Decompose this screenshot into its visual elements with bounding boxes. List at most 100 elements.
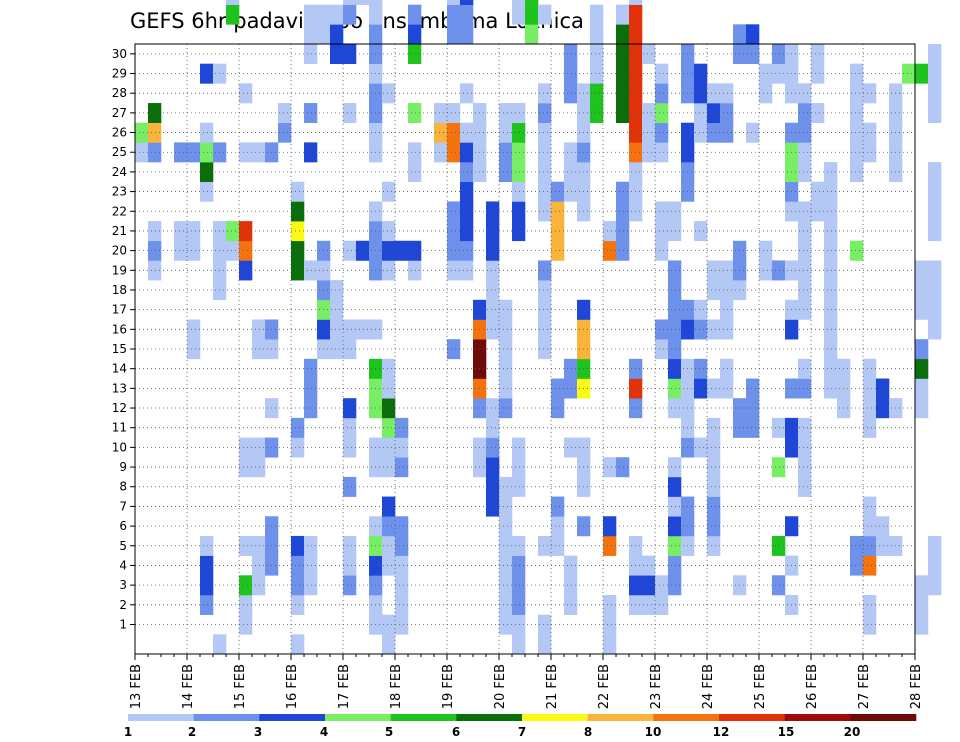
heatmap-cell bbox=[148, 260, 162, 281]
x-tick-label: 20 FEB bbox=[493, 664, 508, 709]
y-tick-label: 21 bbox=[112, 224, 127, 238]
heatmap-cell bbox=[694, 63, 708, 84]
heatmap-cell bbox=[512, 0, 526, 5]
heatmap-cell bbox=[798, 417, 812, 438]
heatmap-cell bbox=[525, 24, 539, 45]
heatmap-cell bbox=[239, 221, 253, 242]
heatmap-cell bbox=[408, 240, 422, 261]
x-tick-label: 24 FEB bbox=[701, 664, 716, 709]
heatmap-cell bbox=[395, 437, 409, 458]
heatmap-cell bbox=[616, 4, 630, 25]
heatmap-cell bbox=[720, 378, 734, 399]
heatmap-cell bbox=[382, 221, 396, 242]
heatmap-cell bbox=[239, 575, 253, 596]
heatmap-cell bbox=[720, 103, 734, 124]
heatmap-cell bbox=[200, 122, 214, 143]
heatmap-cell bbox=[668, 378, 682, 399]
heatmap-cell bbox=[863, 535, 877, 556]
heatmap-cell bbox=[460, 142, 474, 163]
y-tick-label: 1 bbox=[119, 617, 127, 631]
heatmap-cell bbox=[174, 240, 188, 261]
y-tick-label: 13 bbox=[112, 381, 127, 395]
heatmap-cell bbox=[798, 162, 812, 183]
heatmap-cell bbox=[174, 142, 188, 163]
heatmap-cell bbox=[811, 103, 825, 124]
colorbar-swatch bbox=[587, 714, 654, 721]
heatmap-cell bbox=[408, 44, 422, 64]
heatmap-cell bbox=[512, 4, 526, 25]
heatmap-cell bbox=[512, 614, 526, 635]
heatmap-cell bbox=[278, 122, 292, 143]
heatmap-cell bbox=[642, 103, 656, 124]
heatmap-cell bbox=[382, 398, 396, 419]
heatmap-cell bbox=[915, 614, 929, 635]
heatmap-cell bbox=[148, 240, 162, 261]
heatmap-cell bbox=[668, 299, 682, 320]
heatmap-cell bbox=[902, 63, 916, 84]
heatmap-cell bbox=[642, 142, 656, 163]
y-tick-label: 14 bbox=[112, 362, 127, 376]
heatmap-cell bbox=[824, 299, 838, 320]
heatmap-cell bbox=[187, 221, 201, 242]
heatmap-cell bbox=[499, 162, 513, 183]
heatmap-cell bbox=[538, 4, 552, 25]
heatmap-cell bbox=[694, 83, 708, 104]
heatmap-cell bbox=[512, 142, 526, 163]
heatmap-cell bbox=[564, 181, 578, 202]
y-tick-label: 26 bbox=[112, 126, 127, 140]
heatmap-cell bbox=[304, 535, 318, 556]
heatmap-cell bbox=[486, 398, 500, 419]
heatmap-cell bbox=[603, 240, 617, 261]
heatmap-cell bbox=[694, 122, 708, 143]
heatmap-cell bbox=[694, 378, 708, 399]
heatmap-cell bbox=[343, 103, 357, 124]
heatmap-cell bbox=[694, 319, 708, 340]
heatmap-cell bbox=[915, 299, 929, 320]
y-tick-label: 11 bbox=[112, 421, 127, 435]
x-tick-label: 27 FEB bbox=[857, 664, 872, 709]
heatmap-cell bbox=[486, 221, 500, 242]
heatmap-cell bbox=[707, 516, 721, 537]
heatmap-cell bbox=[850, 83, 864, 104]
heatmap-cell bbox=[655, 319, 669, 340]
heatmap-cell bbox=[564, 83, 578, 104]
heatmap-cell bbox=[850, 555, 864, 576]
heatmap-cell bbox=[304, 24, 318, 45]
heatmap-cell bbox=[382, 634, 396, 655]
heatmap-cell bbox=[213, 634, 227, 655]
heatmap-cell bbox=[382, 555, 396, 576]
heatmap-cell bbox=[538, 535, 552, 556]
heatmap-cell bbox=[512, 476, 526, 497]
heatmap-cell bbox=[863, 378, 877, 399]
heatmap-cell bbox=[603, 457, 617, 478]
y-tick-label: 17 bbox=[112, 303, 127, 317]
colorbar-swatch bbox=[193, 714, 260, 721]
x-tick-label: 21 FEB bbox=[545, 664, 560, 709]
heatmap-cell bbox=[499, 516, 513, 537]
colorbar-label: 1 bbox=[124, 725, 132, 739]
heatmap-cell bbox=[746, 24, 760, 45]
heatmap-cell bbox=[460, 0, 474, 5]
heatmap-cell bbox=[720, 122, 734, 143]
heatmap-cell bbox=[824, 162, 838, 183]
heatmap-cell bbox=[915, 63, 929, 84]
heatmap-cell bbox=[486, 476, 500, 497]
heatmap-cell bbox=[447, 0, 461, 5]
heatmap-cell bbox=[499, 594, 513, 615]
heatmap-cell bbox=[850, 103, 864, 124]
heatmap-cell bbox=[291, 555, 305, 576]
heatmap-cell bbox=[395, 457, 409, 478]
heatmap-cell bbox=[824, 181, 838, 202]
heatmap-cell bbox=[616, 181, 630, 202]
heatmap-cell bbox=[668, 398, 682, 419]
heatmap-cell bbox=[655, 240, 669, 261]
heatmap-cell bbox=[928, 299, 942, 320]
heatmap-cell bbox=[239, 535, 253, 556]
heatmap-cell bbox=[200, 535, 214, 556]
heatmap-cell bbox=[408, 24, 422, 45]
heatmap-cell bbox=[291, 201, 305, 222]
heatmap-cell bbox=[850, 162, 864, 183]
heatmap-cell bbox=[447, 4, 461, 25]
heatmap-cell bbox=[863, 122, 877, 143]
